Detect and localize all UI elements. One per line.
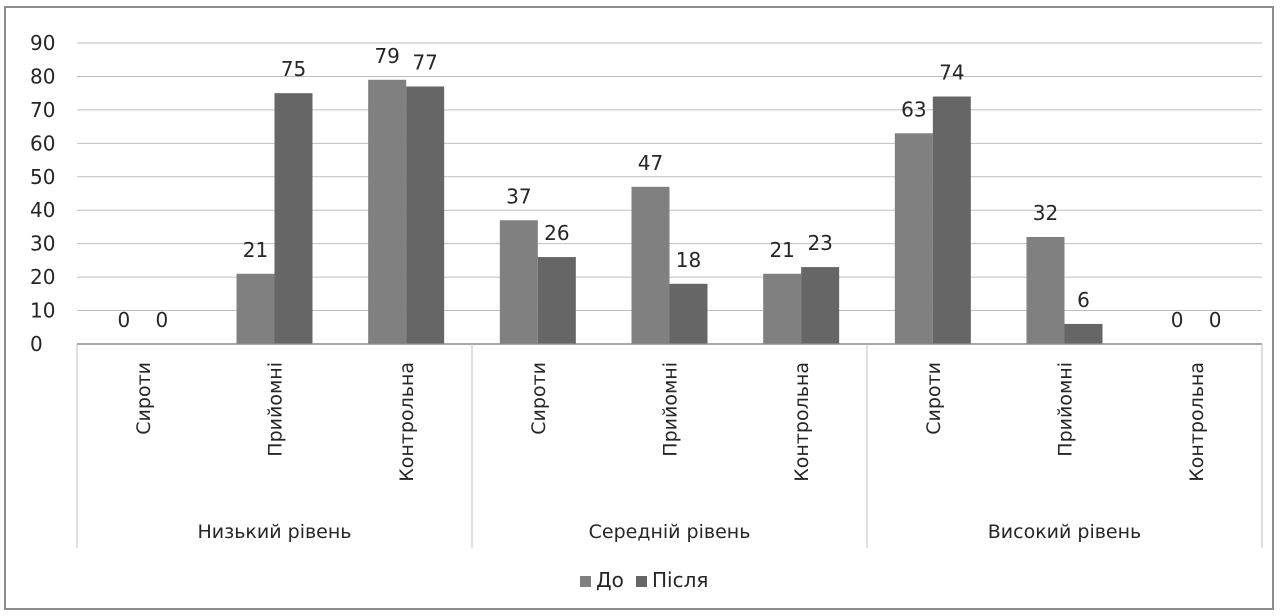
- bar-do: [236, 273, 275, 344]
- bar-pislia: [801, 267, 840, 344]
- category-label: Контрольна: [396, 362, 418, 482]
- data-label: 21: [769, 238, 794, 262]
- bars: [236, 79, 1103, 345]
- data-label: 0: [1209, 308, 1222, 332]
- bar-do: [499, 220, 538, 344]
- category-label: Прийомні: [265, 362, 287, 457]
- category-label: Контрольна: [791, 362, 813, 482]
- legend-label: Після: [652, 568, 708, 592]
- data-label: 37: [506, 184, 531, 208]
- data-label: 0: [117, 308, 130, 332]
- bar-pislia: [406, 86, 445, 344]
- category-label: Прийомні: [660, 362, 682, 457]
- y-tick-label: 40: [30, 198, 55, 222]
- bar-pislia: [932, 96, 971, 344]
- y-tick-label: 90: [30, 31, 55, 55]
- data-label: 74: [939, 61, 964, 85]
- bar-do: [763, 273, 802, 344]
- category-label: Сироти: [923, 362, 945, 435]
- y-tick-label: 20: [30, 265, 55, 289]
- category-label: Сироти: [528, 362, 550, 435]
- y-tick-label: 50: [30, 165, 55, 189]
- group-label: Низький рівень: [198, 521, 352, 543]
- category-labels: Сироти Прийомні Контрольна Сироти Прийомні Ко…: [133, 362, 1208, 482]
- bar-do: [1026, 236, 1065, 344]
- data-label: 0: [1171, 308, 1184, 332]
- group-label: Високий рівень: [988, 521, 1142, 543]
- data-label: 23: [807, 231, 832, 255]
- y-tick-label: 30: [30, 232, 55, 256]
- bar-do: [894, 133, 933, 344]
- legend-swatch: [580, 576, 591, 587]
- legend: До Після: [580, 568, 708, 592]
- category-label: Прийомні: [1055, 362, 1077, 457]
- bar-do: [368, 79, 407, 345]
- data-label: 18: [676, 248, 701, 272]
- legend-label: До: [596, 568, 624, 592]
- data-label: 6: [1077, 288, 1090, 312]
- data-label: 75: [281, 57, 306, 81]
- data-labels: 0 0 21 75 79 77 37 26 47 18 21 23 63 74 32 6 0 0: [117, 44, 1221, 332]
- data-label: 79: [374, 44, 399, 68]
- group-labels: Низький рівень Середній рівень Високий рів…: [198, 521, 1142, 543]
- bar-pislia: [537, 257, 576, 344]
- bar-pislia: [1064, 323, 1103, 344]
- data-label: 32: [1033, 201, 1058, 225]
- data-label: 63: [901, 97, 926, 121]
- group-label: Середній рівень: [589, 521, 751, 543]
- y-tick-label: 0: [30, 332, 43, 356]
- y-tick-label: 10: [30, 299, 55, 323]
- y-tick-label: 80: [30, 64, 55, 88]
- data-label: 0: [155, 308, 168, 332]
- y-tick-label: 70: [30, 98, 55, 122]
- y-axis-tick-labels: 0 10 20 30 40 50 60 70 80 90: [30, 31, 55, 356]
- bar-do: [631, 186, 670, 344]
- data-label: 77: [412, 50, 437, 74]
- legend-swatch: [636, 576, 647, 587]
- y-tick-label: 60: [30, 131, 55, 155]
- bar-pislia: [669, 283, 708, 344]
- category-label: Контрольна: [1186, 362, 1208, 482]
- data-label: 26: [544, 221, 569, 245]
- data-label: 21: [243, 238, 268, 262]
- x-axis: [76, 343, 1263, 548]
- bar-pislia: [274, 93, 313, 345]
- category-label: Сироти: [133, 362, 155, 435]
- data-label: 47: [638, 151, 663, 175]
